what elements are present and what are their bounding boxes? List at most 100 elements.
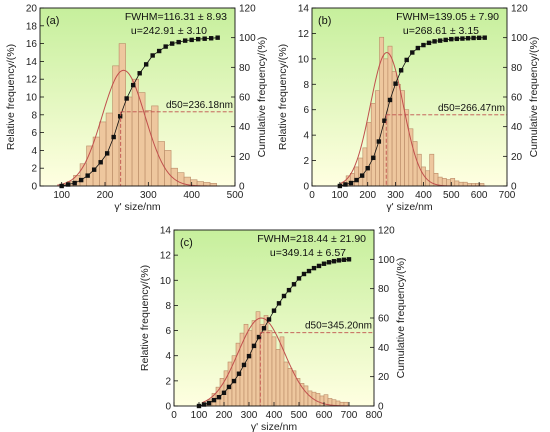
panel-c-cumulative-point <box>296 276 302 281</box>
panel-b-bar <box>429 153 435 187</box>
panel-c-y-right-ticks: 0 20 40 60 80 100 120 <box>370 226 395 413</box>
panel-a-y-left-tick-label: 4 <box>31 146 37 157</box>
panel-c-cumulative-point <box>311 265 317 271</box>
panel-b-x-ticks: 0 100 200 300 400 500 600 700 <box>309 182 516 201</box>
panel-b-bar <box>354 166 359 187</box>
panel-a-x-axis-label: γ' size/nm <box>114 201 161 213</box>
panel-c-y-right-tick-label: 100 <box>378 255 395 266</box>
panel-c-bar <box>267 330 273 407</box>
panel-b-y-left-tick-label: 14 <box>298 4 310 15</box>
panel-c-cumulative-point <box>246 353 252 359</box>
panel-a-y-right-tick-label: 80 <box>239 63 251 74</box>
panel-c-y-right-tick-label: 20 <box>378 372 390 383</box>
panel-a-x-tick-label: 400 <box>183 190 200 201</box>
panel-b-cumulative-point <box>343 182 348 187</box>
panel-b: 0 100 200 300 400 500 600 700 0 2 4 6 8 10 12 14 0 20 40… <box>277 4 540 214</box>
panel-c-cumulative-point <box>236 371 242 376</box>
panel-b-mean: u=268.61 ± 3.15 <box>403 25 479 37</box>
panel-c-cumulative-point <box>256 334 262 340</box>
panel-c-cumulative-point <box>316 263 322 269</box>
panel-b-bar <box>458 181 464 187</box>
panel-c-x-ticks: 0 100 200 300 400 500 600 700 800 <box>171 402 383 421</box>
panel-a-y-left-tick-label: 16 <box>26 39 38 50</box>
panel-c-y-right-label: Cumulative frequency/(%) <box>395 258 407 379</box>
panel-a-bar <box>125 96 133 187</box>
panel-a-cumulative-point <box>202 36 207 41</box>
panel-b-bar <box>375 90 380 187</box>
panel-a-mean: u=242.91 ± 3.10 <box>131 25 207 37</box>
panel-a-y-right-tick-label: 20 <box>239 152 251 163</box>
panel-b-y-right-tick-label: 60 <box>511 93 523 104</box>
panel-c-x-tick-label: 700 <box>341 410 358 421</box>
panel-a-bar <box>131 78 139 187</box>
panel-b-bar <box>412 141 418 187</box>
panel-c-cumulative-point <box>206 400 212 406</box>
panel-c-x-tick-label: 0 <box>171 410 177 421</box>
panel-c-cumulative-point <box>306 268 312 274</box>
panel-a-bar <box>144 110 152 187</box>
panel-c-cumulative-point <box>281 293 287 299</box>
panel-a-cumulative-point <box>143 62 149 67</box>
panel-b-x-tick-label: 0 <box>309 190 315 201</box>
panel-c-cumulative-point <box>261 326 267 331</box>
panel-c-fwhm: FWHM=218.44 ± 21.90 <box>257 233 366 245</box>
panel-a-x-ticks: 100 200 300 400 500 <box>53 182 244 201</box>
panel-a-cumulative-point <box>195 36 201 42</box>
panel-c-bar <box>247 330 253 407</box>
panel-b-x-tick-label: 600 <box>471 190 488 201</box>
panel-b-bar <box>395 83 401 187</box>
panel-c-y-left-ticks: 0 2 4 6 8 10 12 14 <box>160 226 178 413</box>
panel-a-cumulative-point <box>189 37 194 43</box>
panel-c-cumulative-point <box>326 260 332 265</box>
panel-c-cumulative-point <box>346 257 352 262</box>
panel-a-cumulative-point <box>124 96 129 101</box>
panel-c-bar <box>319 395 325 407</box>
panel-a-x-tick-label: 300 <box>140 190 157 201</box>
panel-c-cumulative-point <box>231 378 237 384</box>
panel-c-x-tick-label: 300 <box>241 410 258 421</box>
panel-c-x-tick-label: 400 <box>266 410 283 421</box>
panel-b-x-axis-label: γ' size/nm <box>386 201 433 213</box>
panel-b-y-right-tick-label: 100 <box>511 33 528 44</box>
panel-a-y-right-tick-label: 100 <box>239 33 256 44</box>
panel-b-y-left-tick-label: 8 <box>303 80 309 91</box>
panel-a-cumulative-point <box>85 173 90 178</box>
panel-b-x-tick-label: 700 <box>499 190 516 201</box>
panel-b-y-right-ticks: 0 20 40 60 80 100 120 <box>503 4 528 193</box>
panel-c-mean: u=349.14 ± 6.57 <box>270 247 346 259</box>
panel-a-y-right-tick-label: 40 <box>239 122 251 133</box>
panel-a-cumulative-point <box>91 167 97 172</box>
panel-a-bar <box>105 112 113 187</box>
panel-c-cumulative-point <box>221 390 227 395</box>
panel-c-cumulative-point <box>266 317 272 322</box>
panel-a-y-left-label: Relative frequency/(%) <box>5 44 17 150</box>
panel-c-cumulative-point <box>241 362 247 368</box>
panel-b-bar <box>400 90 405 187</box>
panel-b-bar <box>462 181 468 187</box>
panel-c-x-tick-label: 800 <box>366 410 383 421</box>
panel-b-cumulative-point <box>359 173 365 178</box>
panel-c-y-left-label: Relative frequency/(%) <box>139 265 151 371</box>
panel-c-gaussian-fit <box>201 317 351 407</box>
panel-a-y-left-tick-label: 20 <box>26 4 38 15</box>
panel-a-cumulative-point <box>150 53 155 58</box>
panel-c-y-left-tick-label: 6 <box>165 326 171 337</box>
panel-b-d50-label: d50=266.47nm <box>438 103 505 114</box>
panel-a-y-right-tick-label: 60 <box>239 93 251 104</box>
panel-c-x-tick-label: 600 <box>316 410 333 421</box>
panel-b-bar <box>358 157 364 187</box>
panel-c-x-tick-label: 200 <box>216 410 233 421</box>
panel-b-bar <box>387 45 393 187</box>
panel-b-y-left-ticks: 0 2 4 6 8 10 12 14 <box>298 4 316 193</box>
panel-c-d50-label: d50=345.20nm <box>305 321 372 332</box>
panel-b-cumulative-point <box>443 37 448 43</box>
panel-b-cumulative-point <box>426 40 432 46</box>
panel-b-cumulative-point <box>410 50 415 55</box>
panel-b-cumulative-point <box>376 139 382 144</box>
panel-b-cumulative-point <box>437 38 443 43</box>
panel-a-cumulative-point <box>98 160 103 165</box>
panel-a-x-tick-label: 200 <box>97 190 114 201</box>
panel-b-cumulative-point <box>371 155 376 161</box>
panel-c-y-left-tick-label: 14 <box>160 226 172 237</box>
